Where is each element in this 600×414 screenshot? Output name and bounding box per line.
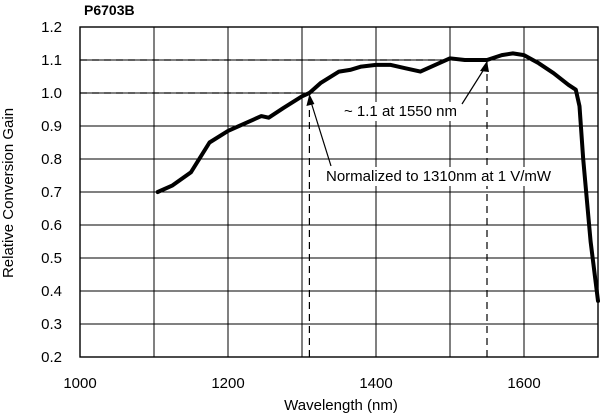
reference-lines bbox=[80, 59, 488, 357]
y-tick-label: 0.6 bbox=[41, 217, 62, 234]
annotations: ~ 1.1 at 1550 nm Normalized to 1310nm at … bbox=[306, 61, 554, 186]
y-tick-label: 1.2 bbox=[41, 19, 62, 36]
annotation-text: ~ 1.1 at 1550 nm bbox=[344, 103, 457, 120]
y-tick-label: 1.1 bbox=[41, 52, 62, 69]
annotation-arrow-line bbox=[309, 99, 332, 167]
annotation-text: Normalized to 1310nm at 1 V/mW bbox=[326, 168, 552, 185]
x-axis-label: Wavelength (nm) bbox=[284, 397, 398, 414]
y-tick-label: 0.5 bbox=[41, 250, 62, 267]
y-tick-label: 0.3 bbox=[41, 316, 62, 333]
y-tick-label: 0.2 bbox=[41, 349, 62, 366]
annotation-text-background bbox=[342, 102, 459, 121]
tick-labels: 1000 1200 1400 1600 0.2 0.3 0.4 0.5 0.6 0.7 0.8 0.9… bbox=[41, 19, 541, 392]
plot-frame bbox=[79, 26, 599, 358]
annotation-arrow-line bbox=[461, 65, 487, 105]
annotation-text-background bbox=[324, 167, 554, 186]
series-layer bbox=[155, 51, 600, 303]
y-axis-label: Relative Conversion Gain bbox=[0, 108, 17, 278]
grid bbox=[79, 26, 599, 358]
y-tick-label: 0.7 bbox=[41, 184, 62, 201]
x-tick-label: 1000 bbox=[63, 375, 96, 392]
annotation-arrowhead bbox=[480, 61, 489, 72]
chart-title: P6703B bbox=[84, 2, 135, 18]
y-tick-label: 1.0 bbox=[41, 85, 62, 102]
x-tick-label: 1400 bbox=[359, 375, 392, 392]
y-tick-label: 0.8 bbox=[41, 151, 62, 168]
x-tick-label: 1200 bbox=[211, 375, 244, 392]
y-tick-label: 0.9 bbox=[41, 118, 62, 135]
annotation-arrowhead bbox=[306, 94, 315, 106]
x-tick-label: 1600 bbox=[507, 375, 540, 392]
y-tick-label: 0.4 bbox=[41, 283, 62, 300]
series-line-0 bbox=[155, 51, 600, 303]
